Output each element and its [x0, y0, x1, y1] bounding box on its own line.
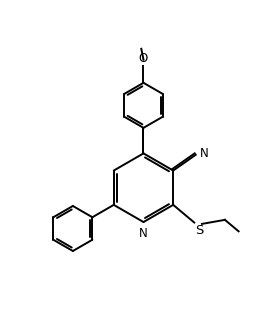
Text: O: O — [139, 52, 148, 65]
Text: S: S — [195, 224, 203, 237]
Text: N: N — [139, 227, 148, 240]
Text: N: N — [200, 147, 209, 160]
